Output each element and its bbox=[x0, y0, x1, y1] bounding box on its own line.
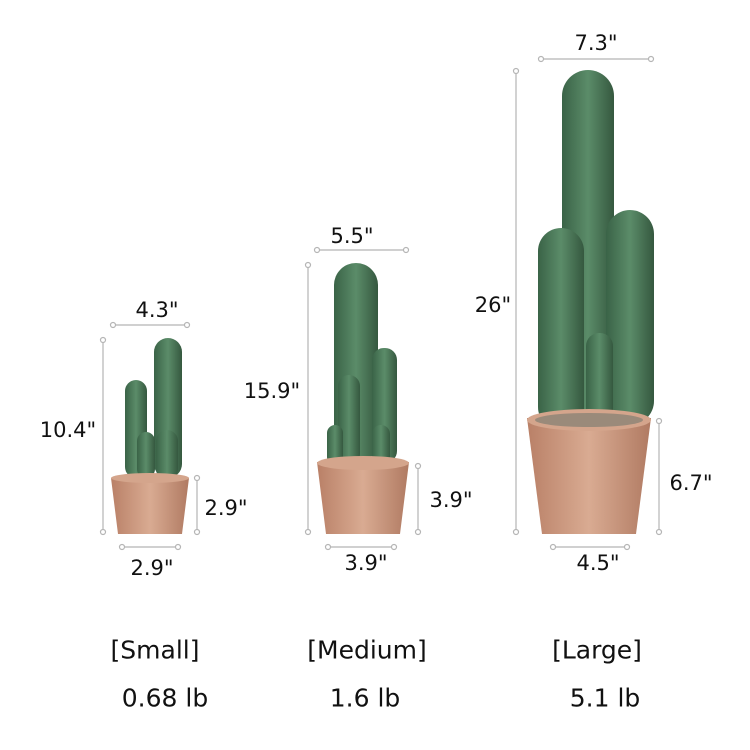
medium-top-width: 5.5" bbox=[330, 224, 374, 248]
small-pot-height: 2.9" bbox=[204, 496, 248, 520]
large-pot-height: 6.7" bbox=[669, 471, 713, 495]
large-bottom-width: 4.5" bbox=[576, 551, 620, 575]
medium-pot bbox=[317, 456, 409, 534]
small-cactus bbox=[125, 338, 182, 480]
large-pot bbox=[527, 409, 651, 534]
size-label-small: [Small] bbox=[110, 635, 200, 665]
medium-pot-height: 3.9" bbox=[429, 488, 473, 512]
large-top-width: 7.3" bbox=[574, 31, 618, 55]
large-cactus bbox=[538, 70, 654, 430]
medium-bottom-width: 3.9" bbox=[344, 551, 388, 575]
small-pot bbox=[111, 473, 189, 534]
medium-height: 15.9" bbox=[243, 379, 301, 403]
weight-large: 5.1 lb bbox=[569, 683, 641, 713]
size-label-large: [Large] bbox=[552, 635, 642, 665]
measure-lines bbox=[99, 55, 663, 551]
weight-medium: 1.6 lb bbox=[329, 683, 401, 713]
size-label-medium: [Medium] bbox=[307, 635, 427, 665]
medium-cactus bbox=[327, 263, 397, 465]
weight-small: 0.68 lb bbox=[121, 683, 209, 713]
small-bottom-width: 2.9" bbox=[130, 556, 174, 580]
small-top-width: 4.3" bbox=[135, 298, 179, 322]
small-height: 10.4" bbox=[39, 418, 97, 442]
large-height: 26" bbox=[474, 293, 512, 317]
